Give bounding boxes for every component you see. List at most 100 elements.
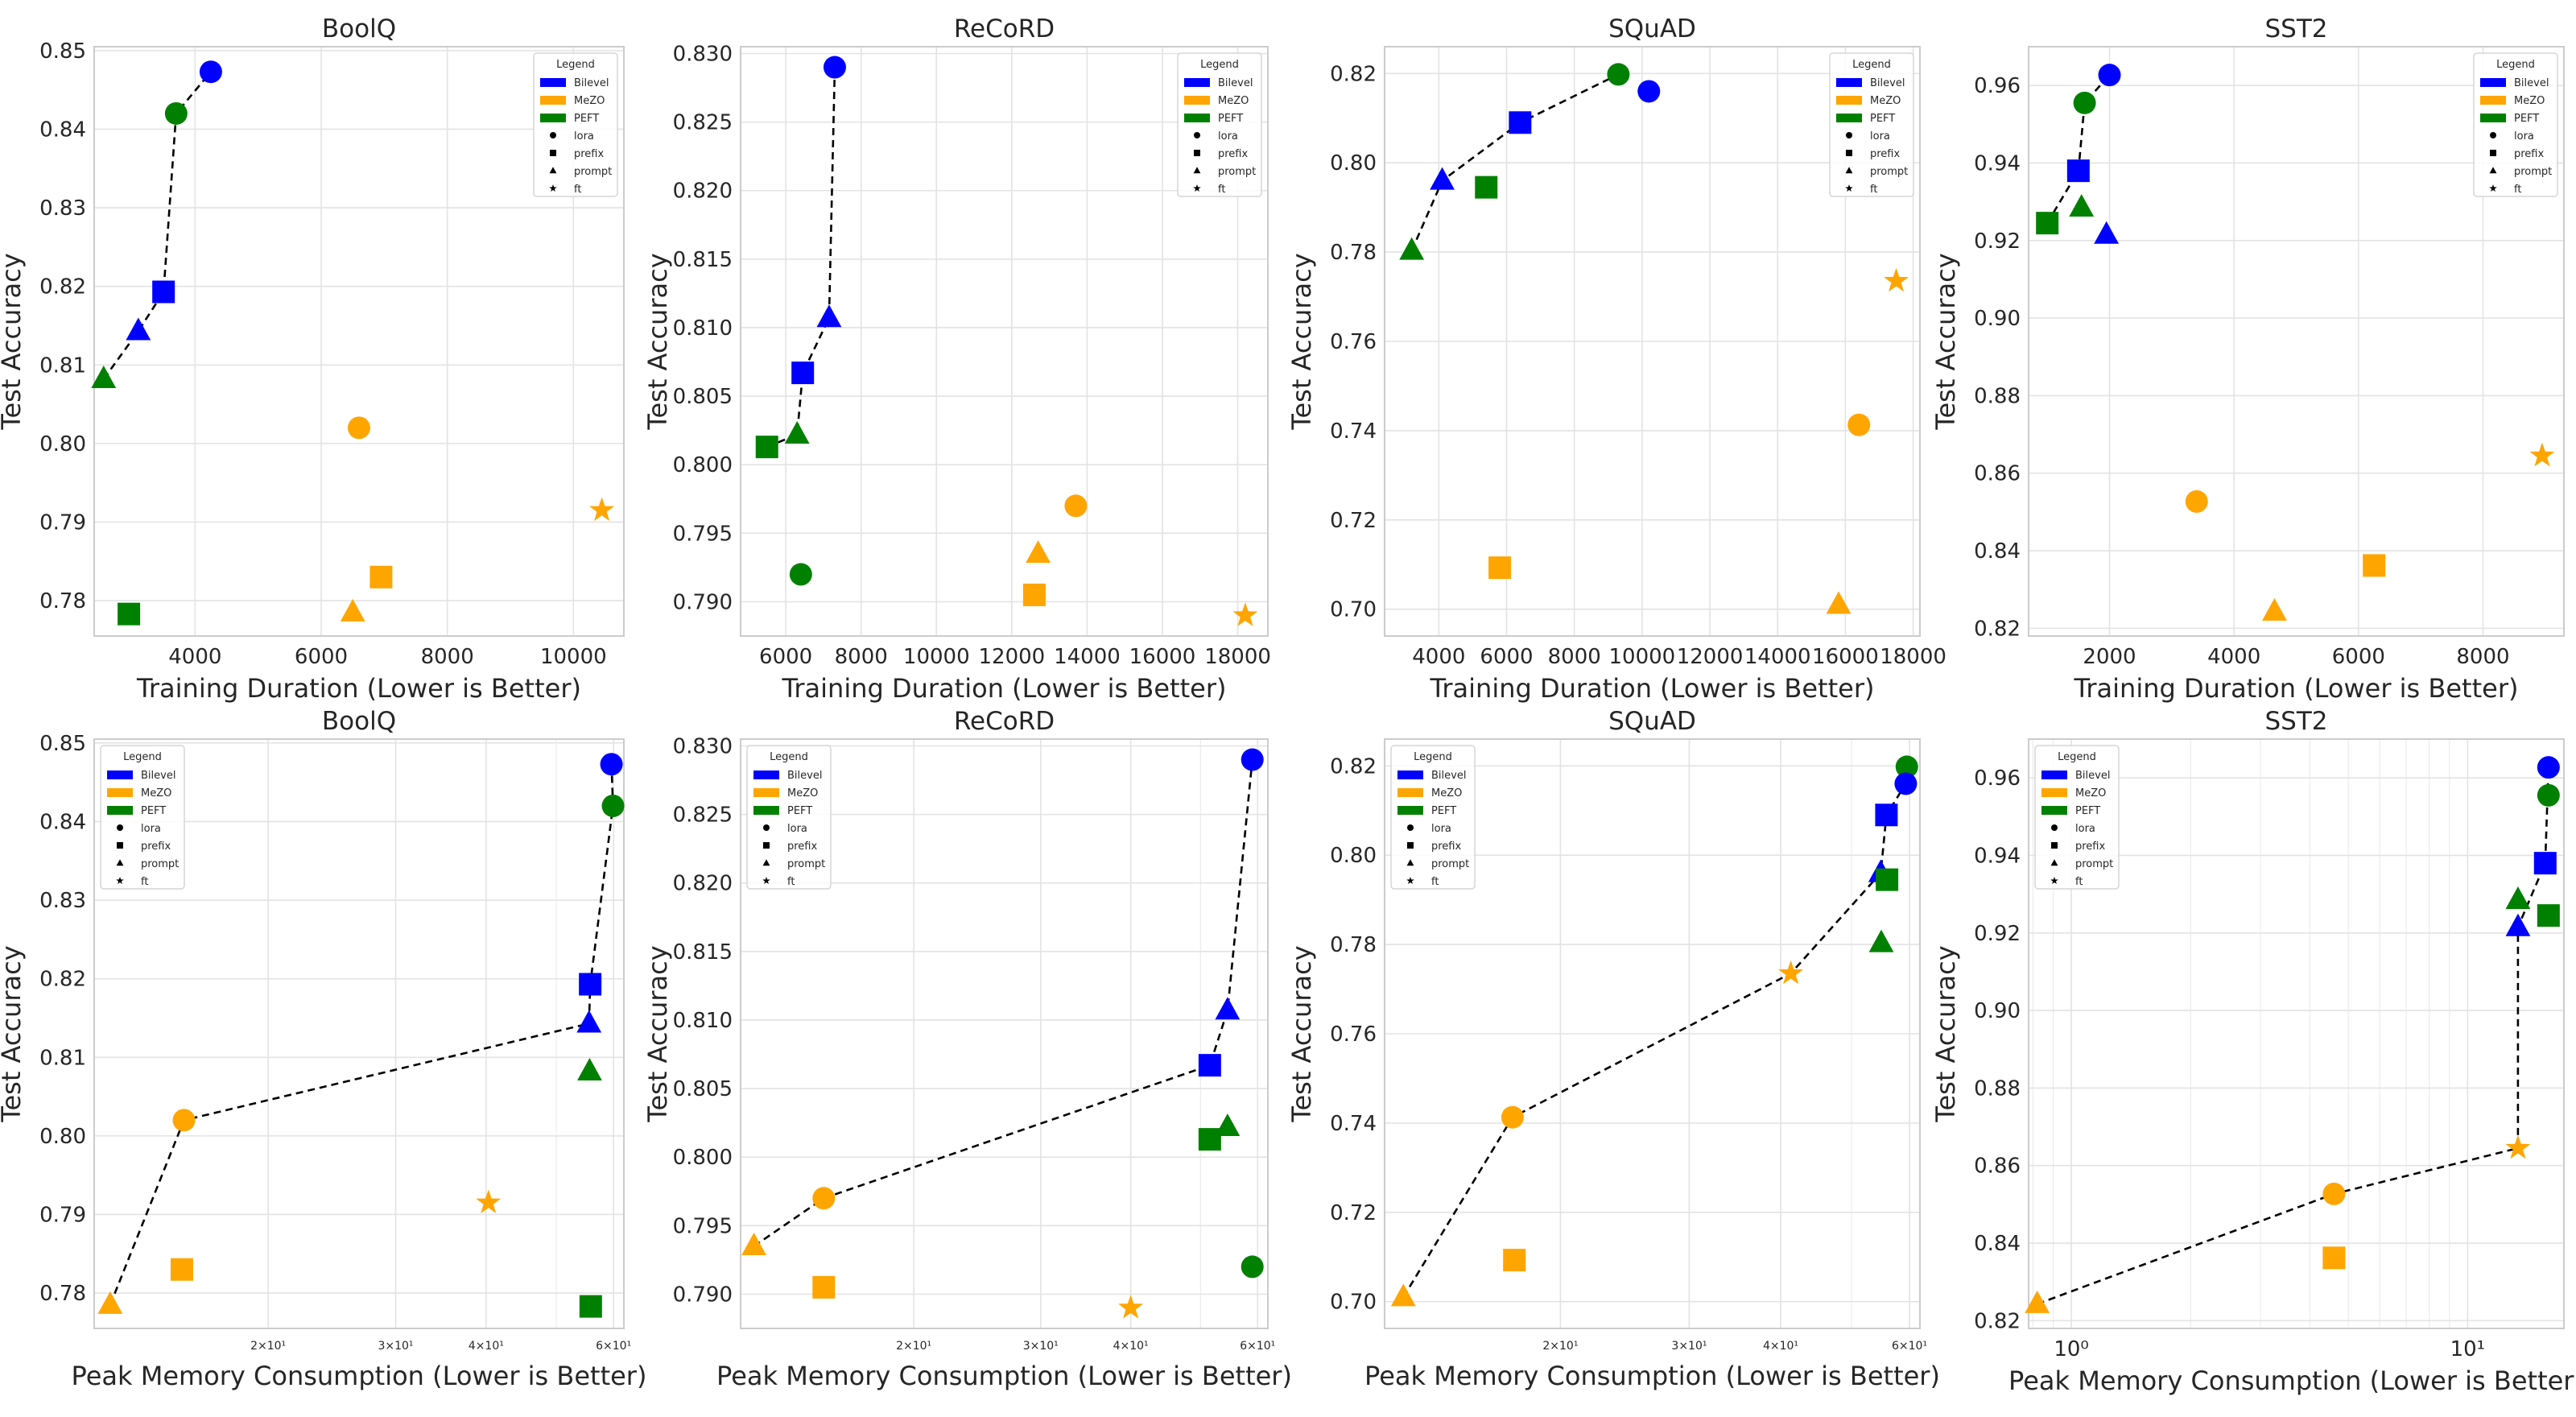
x-axis-label: Peak Memory Consumption (Lower is Better… <box>72 1361 647 1391</box>
point-bilevel-lora <box>1241 748 1264 771</box>
y-tick-label: 0.83 <box>39 889 86 913</box>
y-tick-label: 0.805 <box>673 385 733 409</box>
y-tick-label: 0.86 <box>1974 1155 2021 1179</box>
point-peft-lora <box>1895 755 1918 779</box>
legend-swatch-mezo <box>753 788 779 797</box>
point-bilevel-lora <box>2098 64 2121 87</box>
legend-label-prompt: prompt <box>1218 166 1256 178</box>
legend-marker-prefix <box>1407 842 1414 849</box>
y-axis-label: Test Accuracy <box>1930 945 1961 1122</box>
legend-label-bilevel: Bilevel <box>2075 770 2110 782</box>
legend-label-ft: ft <box>141 876 148 888</box>
point-bilevel-prefix <box>152 280 175 304</box>
point-peft-lora <box>164 101 188 125</box>
legend-swatch-bilevel <box>1836 78 1862 87</box>
point-bilevel-prompt <box>816 304 842 328</box>
legend-swatch-peft <box>1184 114 1210 122</box>
legend-label-bilevel: Bilevel <box>141 770 175 782</box>
y-tick-label: 0.90 <box>1974 307 2021 331</box>
x-tick-label: 14000 <box>1054 645 1121 669</box>
x-tick-label: 16000 <box>1812 645 1879 669</box>
legend: Legend Bilevel MeZO PEFT lora prefix prompt ft <box>1390 745 1476 890</box>
point-mezo-prompt <box>2025 1290 2050 1313</box>
legend-label-ft: ft <box>787 876 795 888</box>
x-tick-label: 18000 <box>1204 645 1271 669</box>
legend-box <box>2473 52 2558 197</box>
legend-title: Legend <box>556 59 595 71</box>
x-tick-label: 4000 <box>168 645 221 669</box>
x-tick-label: 10000 <box>1609 645 1676 669</box>
x-tick-label: 6000 <box>759 645 812 669</box>
point-peft-lora <box>601 794 625 817</box>
y-tick-label: 0.70 <box>1330 598 1377 622</box>
point-mezo-prefix <box>1503 1249 1526 1272</box>
y-tick-label: 0.800 <box>673 1146 733 1170</box>
legend-swatch-bilevel <box>753 770 779 779</box>
legend-label-ft: ft <box>574 184 581 196</box>
subplot-title: SST2 <box>2264 707 2327 736</box>
subplot-squad-duration: 4000 6000 8000 10000 12000 14000 16000 18000 0.7… <box>1286 14 1946 704</box>
point-mezo-prompt <box>97 1291 123 1314</box>
point-mezo-prompt <box>2262 597 2287 621</box>
legend-swatch-bilevel <box>2480 78 2506 87</box>
legend-swatch-peft <box>1397 806 1423 815</box>
point-peft-prefix <box>2036 212 2059 235</box>
point-mezo-ft <box>2529 442 2555 467</box>
point-mezo-lora <box>348 416 370 440</box>
y-tick-label: 0.84 <box>39 810 86 834</box>
y-tick-label: 0.815 <box>673 940 733 965</box>
y-tick-label: 0.78 <box>1330 241 1377 265</box>
point-mezo-ft <box>589 497 614 521</box>
pareto-frontier-line <box>109 764 614 1306</box>
legend-title: Legend <box>770 751 808 763</box>
legend-label-prompt: prompt <box>2514 166 2552 178</box>
x-tick-label: 16000 <box>1129 645 1196 669</box>
pareto-frontier-line <box>753 759 1253 1247</box>
legend-marker-lora <box>763 824 770 831</box>
y-tick-label: 0.795 <box>673 1214 733 1238</box>
y-tick-label: 0.74 <box>1330 1112 1377 1136</box>
point-peft-prefix <box>2537 904 2560 927</box>
point-peft-prompt <box>91 366 117 389</box>
legend-label-mezo: MeZO <box>1870 95 1901 107</box>
point-bilevel-prefix <box>1198 1054 1221 1077</box>
legend-marker-prompt <box>762 859 770 866</box>
y-tick-label: 0.80 <box>1330 844 1377 868</box>
subplot-record-duration: 6000 8000 10000 12000 14000 16000 18000 0.790 0.… <box>642 14 1271 704</box>
y-tick-label: 0.81 <box>39 353 86 378</box>
point-mezo-prompt <box>1390 1283 1416 1307</box>
x-tick-label: 18000 <box>1880 645 1946 669</box>
x-tick-label: 10000 <box>540 645 607 669</box>
legend-label-prefix: prefix <box>787 841 817 853</box>
legend-marker-prompt <box>2050 859 2058 866</box>
legend: Legend Bilevel MeZO PEFT lora prefix prompt ft <box>1177 52 1262 197</box>
point-mezo-ft <box>476 1189 502 1213</box>
x-tick-label: 2×10¹ <box>896 1340 931 1353</box>
legend-label-prompt: prompt <box>787 858 825 870</box>
point-bilevel-lora <box>1894 772 1918 795</box>
legend-label-bilevel: Bilevel <box>1218 77 1253 89</box>
legend-label-peft: PEFT <box>1218 113 1243 125</box>
legend-label-peft: PEFT <box>1431 805 1456 817</box>
point-mezo-ft <box>1884 267 1909 292</box>
legend-marker-prefix <box>1846 150 1852 156</box>
point-mezo-prompt <box>1026 540 1051 564</box>
legend-label-bilevel: Bilevel <box>1431 770 1466 782</box>
legend-label-peft: PEFT <box>1870 113 1895 125</box>
subplot-sst2-memory: 10⁰ 10¹ 0.82 0.84 0.86 0.88 0.90 0.92 0.94 0.96 SS… <box>1930 707 2576 1396</box>
legend-marker-prefix <box>763 842 770 849</box>
y-tick-label: 0.76 <box>1330 330 1377 354</box>
point-mezo-prompt <box>340 598 365 622</box>
plot-frame <box>1384 738 1921 1329</box>
legend-label-prefix: prefix <box>1870 148 1900 160</box>
legend-marker-ft <box>762 877 770 884</box>
y-tick-label: 0.82 <box>1330 62 1377 86</box>
x-tick-label: 10¹ <box>2450 1337 2486 1361</box>
legend-label-mezo: MeZO <box>1431 787 1462 799</box>
legend-marker-lora <box>117 824 123 831</box>
point-mezo-prompt <box>741 1233 766 1256</box>
subplot-title: SQuAD <box>1608 707 1696 736</box>
point-mezo-lora <box>1501 1105 1524 1129</box>
plot-frame <box>93 738 625 1329</box>
subplot-boolq-duration: 4000 6000 8000 10000 0.78 0.79 0.80 0.81 0.82 0.8… <box>0 14 625 704</box>
